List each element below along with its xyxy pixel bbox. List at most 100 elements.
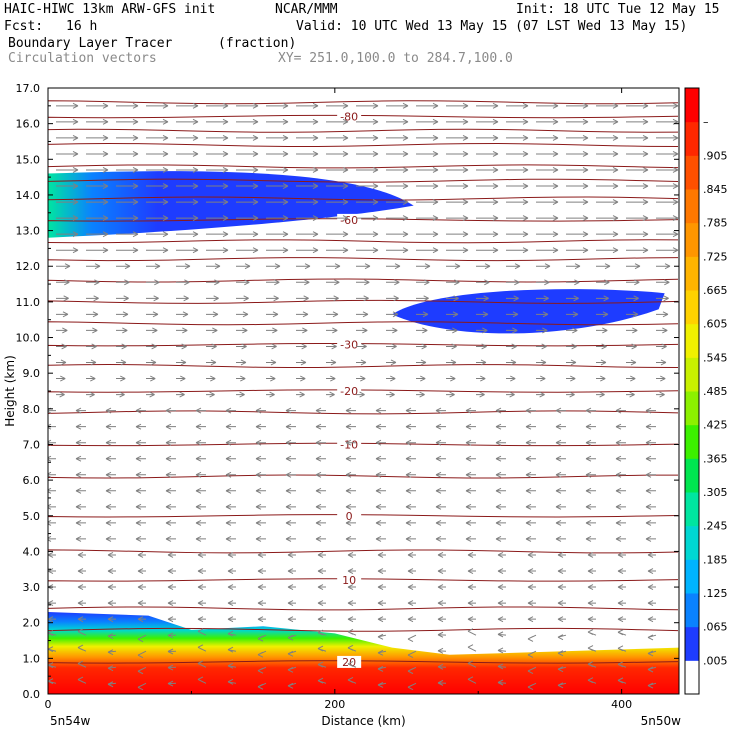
circulation-vector <box>225 503 236 510</box>
circulation-vector <box>446 375 456 382</box>
circulation-vector <box>287 682 297 689</box>
circulation-vector <box>405 535 416 542</box>
circulation-vector <box>315 455 326 462</box>
y-tick-label: 10.0 <box>16 332 41 345</box>
circulation-vector <box>86 150 109 157</box>
circulation-vector <box>386 263 401 270</box>
circulation-vector <box>566 343 577 350</box>
circulation-vector <box>527 600 536 607</box>
circulation-vector <box>386 327 398 334</box>
colorbar-swatch <box>685 626 699 661</box>
circulation-vector <box>435 503 446 510</box>
circulation-vector <box>626 167 649 173</box>
circulation-vector <box>617 552 626 558</box>
circulation-vector <box>116 391 125 398</box>
circulation-vector <box>165 487 176 494</box>
circulation-vector <box>116 118 139 125</box>
circulation-vector <box>195 471 206 478</box>
colorbar-swatch <box>685 492 699 527</box>
circulation-vector <box>446 391 455 398</box>
circulation-vector <box>296 102 319 109</box>
circulation-vector <box>495 423 506 430</box>
circulation-vector <box>345 439 356 446</box>
circulation-vector <box>225 471 236 478</box>
circulation-vector <box>656 102 679 109</box>
circulation-vector <box>225 535 236 542</box>
circulation-vector <box>356 295 369 302</box>
circulation-vector <box>536 359 547 366</box>
circulation-vector <box>416 118 439 125</box>
circulation-vector <box>437 568 446 574</box>
circulation-vector <box>527 666 537 674</box>
circulation-vector <box>56 215 79 222</box>
x-tick-label: 200 <box>324 698 345 711</box>
circulation-vector <box>375 487 386 494</box>
circulation-vector <box>225 439 236 446</box>
colorbar-swatch <box>685 189 699 224</box>
circulation-vector <box>647 650 657 657</box>
circulation-vector <box>176 167 199 173</box>
circulation-vector <box>536 391 545 398</box>
circulation-vector <box>167 568 176 574</box>
contour-label-bg <box>337 655 362 668</box>
circulation-vector <box>416 263 431 270</box>
circulation-vector <box>326 167 349 173</box>
circulation-vector <box>497 568 506 574</box>
circulation-vector <box>285 535 296 542</box>
circulation-vector <box>476 295 489 302</box>
circulation-vector <box>287 650 297 657</box>
circulation-vector <box>647 666 657 673</box>
circulation-vector <box>525 487 536 494</box>
circulation-vector <box>587 552 596 558</box>
circulation-vector <box>566 199 589 206</box>
temperature-contour <box>48 549 679 554</box>
circulation-vector <box>656 279 670 286</box>
circulation-vector <box>315 519 326 526</box>
circulation-vector <box>225 487 236 494</box>
circulation-vector <box>48 678 57 685</box>
circulation-vector <box>347 676 357 684</box>
circulation-vector <box>566 150 589 157</box>
circulation-vector <box>446 231 469 238</box>
circulation-vector <box>566 134 589 141</box>
circulation-vector <box>407 552 416 558</box>
circulation-vector <box>236 375 246 382</box>
circulation-vector <box>446 102 469 109</box>
circulation-vector <box>377 649 387 656</box>
contour-label: 0 <box>346 510 353 523</box>
circulation-vector <box>227 552 236 558</box>
circulation-vector <box>165 535 176 542</box>
circulation-vector <box>587 629 597 636</box>
circulation-vector <box>296 231 319 238</box>
x-start-location: 5n54w <box>50 714 91 728</box>
circulation-vector <box>116 375 126 382</box>
circulation-vector <box>587 600 596 607</box>
circulation-vector <box>587 645 597 652</box>
circulation-vector <box>375 471 386 478</box>
circulation-vector <box>287 666 297 673</box>
circulation-vector <box>495 503 506 510</box>
circulation-vector <box>56 263 71 270</box>
circulation-vector <box>167 552 176 558</box>
circulation-vector <box>105 423 116 430</box>
circulation-vector <box>56 183 79 189</box>
circulation-vector <box>116 359 127 366</box>
temperature-contour <box>48 299 679 304</box>
circulation-vector <box>506 134 529 141</box>
contour-label: -10 <box>340 438 358 451</box>
circulation-vector <box>467 616 476 623</box>
circulation-vector <box>176 295 189 302</box>
circulation-vector <box>195 487 206 494</box>
circulation-vector <box>206 391 215 398</box>
circulation-vector <box>176 343 187 350</box>
circulation-vector <box>146 311 159 318</box>
circulation-vector <box>476 167 499 173</box>
circulation-vector <box>435 471 446 478</box>
circulation-vector <box>656 247 679 254</box>
circulation-vector <box>236 343 247 350</box>
colorbar-swatch <box>685 121 699 156</box>
circulation-vector <box>435 423 446 430</box>
circulation-vector <box>465 455 476 462</box>
circulation-vector <box>536 134 559 141</box>
circulation-vector <box>467 660 477 668</box>
